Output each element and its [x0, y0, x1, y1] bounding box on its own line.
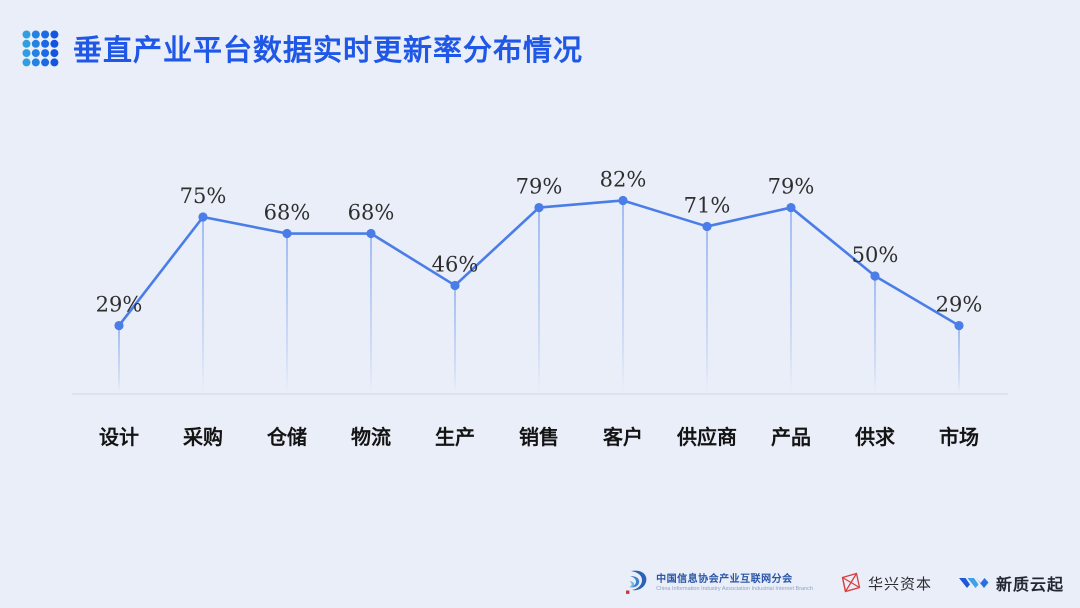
x-axis-label: 产品	[771, 425, 811, 449]
stem-line	[370, 236, 372, 393]
data-point	[786, 202, 796, 213]
footer-logos: 中国信息协会产业互联网分会 China Information Industry…	[624, 568, 1064, 598]
logo-huaxing: 华兴资本	[839, 571, 932, 595]
data-point	[450, 280, 460, 291]
x-axis-label: 设计	[99, 426, 139, 449]
value-label: 79%	[516, 175, 563, 199]
value-label: 82%	[600, 167, 647, 191]
x-axis-label: 采购	[183, 425, 223, 449]
x-axis-label: 市场	[939, 425, 979, 449]
huaxing-name: 华兴资本	[867, 575, 932, 593]
header: 垂直产业平台数据实时更新率分布情况	[22, 27, 583, 69]
value-label: 68%	[264, 201, 311, 225]
data-point	[870, 271, 880, 281]
value-label: 29%	[936, 293, 983, 317]
value-label: 79%	[768, 175, 815, 199]
xinzhiyunqi-w-icon	[958, 578, 989, 588]
data-point	[114, 320, 124, 331]
data-point	[198, 212, 208, 222]
x-axis-label: 物流	[351, 425, 391, 449]
x-axis-label: 客户	[602, 425, 643, 449]
stem-line	[790, 210, 792, 393]
logo-xinzhiyunqi: 新质云起	[958, 571, 1064, 595]
x-axis-label: 供应商	[676, 425, 737, 449]
value-label: 75%	[180, 184, 227, 208]
x-axis-label: 供求	[854, 425, 896, 449]
x-axis-label: 生产	[435, 425, 475, 449]
stem-line	[874, 279, 876, 393]
value-label: 50%	[852, 243, 899, 267]
stem-line	[202, 220, 204, 393]
dot-grid-icon	[22, 30, 59, 66]
association-name-en: China Information Industry Association I…	[656, 585, 813, 592]
data-point	[618, 195, 628, 206]
stem-line	[118, 328, 120, 393]
data-point	[366, 228, 376, 239]
stem-line	[706, 229, 708, 393]
data-point	[702, 221, 712, 232]
value-label: 71%	[684, 193, 731, 217]
data-point	[954, 320, 964, 331]
data-point	[534, 202, 544, 213]
association-swirl-icon	[626, 570, 647, 594]
x-axis-label: 仓储	[266, 425, 307, 449]
stem-line	[286, 236, 288, 393]
stem-line	[538, 210, 540, 393]
value-label: 29%	[96, 293, 143, 317]
value-label: 46%	[432, 252, 479, 276]
huaxing-kite-icon	[841, 572, 861, 593]
stem-line	[454, 288, 456, 393]
data-point	[282, 228, 292, 239]
xinzhiyunqi-name: 新质云起	[995, 577, 1064, 594]
stem-line	[958, 328, 960, 393]
stem-line	[622, 203, 624, 393]
logo-association: 中国信息协会产业互联网分会 China Information Industry…	[624, 568, 813, 598]
page-title: 垂直产业平台数据实时更新率分布情况	[73, 35, 584, 67]
value-label: 68%	[348, 201, 395, 225]
x-axis-label: 销售	[519, 425, 559, 449]
association-name: 中国信息协会产业互联网分会	[656, 574, 793, 586]
